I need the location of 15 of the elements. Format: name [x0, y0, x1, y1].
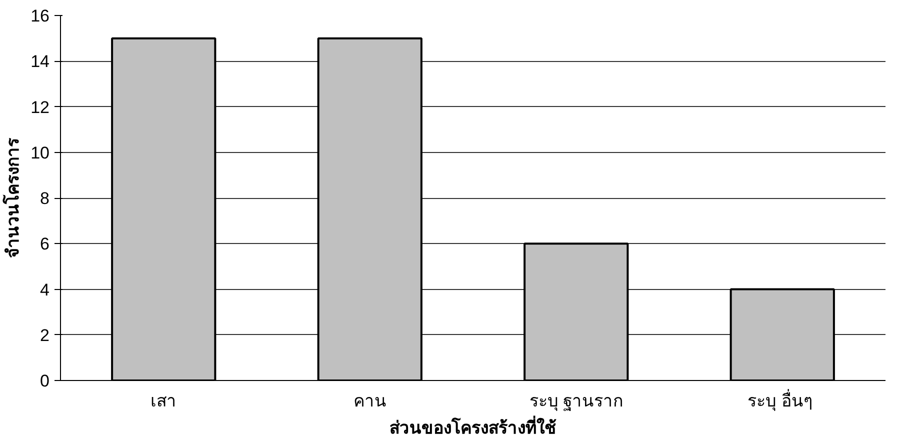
y-tick-label: 12 — [30, 98, 50, 117]
y-tick-label: 0 — [40, 372, 50, 390]
x-tick-label: ระบุ อื่นๆ — [748, 388, 812, 412]
x-tick-label: เสา — [150, 392, 177, 410]
y-axis-title: จำนวนโครงการ — [2, 137, 23, 258]
y-tick-label: 14 — [30, 52, 50, 72]
y-tick-label: 10 — [30, 143, 50, 162]
y-tick-label: 2 — [40, 326, 50, 345]
x-tick-label: ระบุ ฐานราก — [529, 392, 623, 412]
y-tick-label: 8 — [40, 189, 50, 208]
y-tick-label: 6 — [40, 234, 50, 254]
x-axis-title: ส่วนของโครงสร้างที่ใช้ — [390, 416, 556, 438]
y-tick-label: 4 — [40, 280, 50, 300]
x-tick-label: คาน — [353, 392, 386, 410]
y-tick-label: 16 — [30, 6, 50, 26]
